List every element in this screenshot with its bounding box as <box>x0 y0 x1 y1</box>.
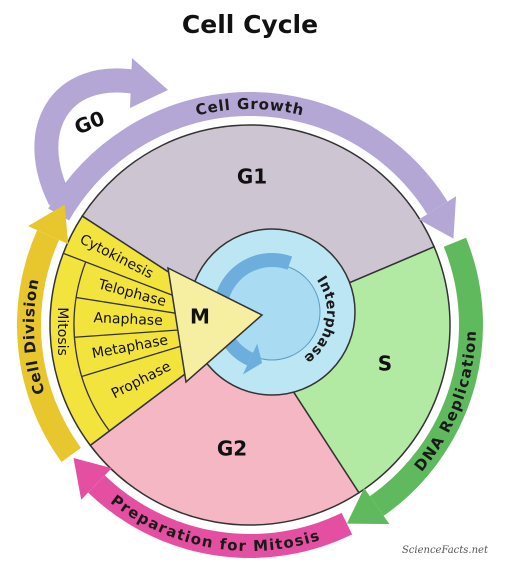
mitosis-band-line <box>73 261 110 432</box>
stage-divider <box>76 296 181 315</box>
dna-replication-arrow <box>369 237 483 516</box>
mitosis-label: Mitosis <box>54 307 70 356</box>
title: Cell Cycle <box>182 10 318 39</box>
cell-growth-arrow <box>48 92 448 221</box>
g2-sector <box>89 323 360 526</box>
s-label: S <box>378 352 392 376</box>
stage-divider <box>63 252 185 301</box>
interphase-arrow <box>213 253 293 366</box>
m-triangle <box>167 266 264 384</box>
g0-loop-head <box>130 58 168 108</box>
dna-replication-arrow-head <box>346 488 390 525</box>
preparation-arrow-head <box>73 458 112 500</box>
stage-divider <box>81 344 184 378</box>
g2-label: G2 <box>217 437 247 461</box>
stage-label: Anaphase <box>93 310 163 329</box>
g0-label: G0 <box>71 106 108 140</box>
m-label: M <box>190 305 210 329</box>
shapes <box>17 58 483 558</box>
stage-divider <box>74 329 181 338</box>
logo: ScienceFacts.net <box>402 545 489 556</box>
interphase-arrow-head <box>242 343 263 375</box>
cell-division-arrow-head <box>28 204 69 245</box>
g1-label: G1 <box>237 165 267 189</box>
preparation-arrow <box>88 475 353 558</box>
cell-growth-arrow-head <box>418 196 457 239</box>
m-sector <box>49 215 252 447</box>
cell-division-arrow <box>17 230 81 462</box>
g0-loop <box>34 68 137 206</box>
